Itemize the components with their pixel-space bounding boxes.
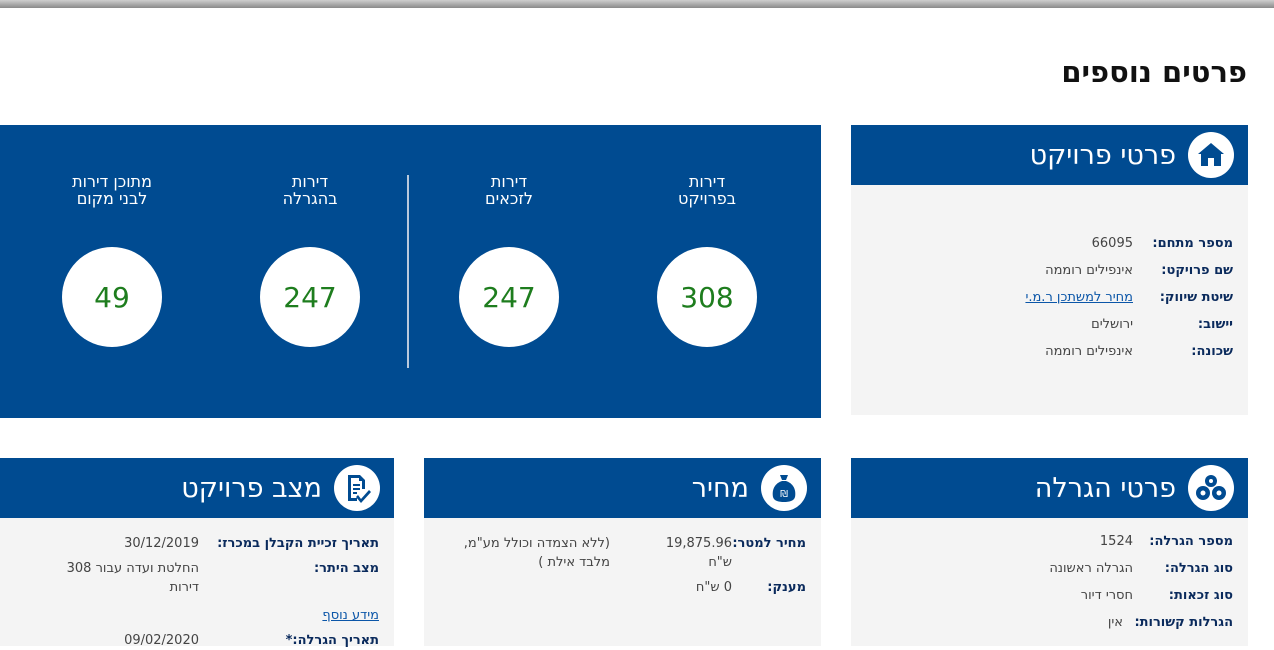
- row-lottery-type: סוג הגרלה: הגרלה ראשונה: [1049, 560, 1233, 578]
- stat-value-circle: 49: [62, 247, 162, 347]
- row-marketing-method: שיטת שיווק: מחיר למשתכן ר.מ.י: [1025, 289, 1233, 307]
- project-details-body: מספר מתחם: 66095 שם פרויקט: אינפילים רומ…: [851, 185, 1248, 415]
- stat-apartments-eligible: דירות לזכאים 247: [439, 173, 579, 347]
- price-body: מחיר למטר: 19,875.96 ש"ח (ללא הצמדה וכול…: [424, 518, 821, 646]
- stat-value-circle: 247: [459, 247, 559, 347]
- row-grant: מענק: 0 ש"ח: [436, 578, 806, 597]
- grant-label: מענק:: [767, 580, 806, 595]
- permit-status-label: מצב היתר:: [313, 561, 379, 576]
- project-name-label: שם פרויקט:: [1161, 263, 1233, 278]
- row-eligibility-type: סוג זכאות: חסרי דיור: [1049, 587, 1233, 605]
- row-lottery-date: תאריך הגרלה:* 09/02/2020: [9, 631, 379, 650]
- stat-label: דירות בהגרלה: [240, 173, 380, 213]
- more-info-link[interactable]: מידע נוסף: [322, 608, 379, 623]
- stats-divider: [407, 175, 409, 368]
- lottery-number-label: מספר הגרלה:: [1149, 534, 1233, 549]
- stat-apartments-in-lottery: דירות בהגרלה 247: [240, 173, 380, 347]
- stat-value-circle: 308: [657, 247, 757, 347]
- project-status-title: מצב פרויקט: [181, 472, 322, 504]
- lottery-date-label: תאריך הגרלה:*: [285, 633, 379, 648]
- eligibility-type-label: סוג זכאות:: [1168, 588, 1233, 603]
- stat-label-line2: בהגרלה: [282, 189, 338, 208]
- stat-label-line2: לבני מקום: [76, 189, 148, 208]
- row-city: יישוב: ירושלים: [1025, 316, 1233, 334]
- grant-value: 0 ש"ח: [695, 580, 732, 595]
- row-neighborhood: שכונה: אינפילים רוממה: [1025, 343, 1233, 361]
- project-name-value: אינפילים רוממה: [1045, 263, 1133, 278]
- price-header: ₪ מחיר: [424, 458, 821, 518]
- row-permit-status: מצב היתר: החלטת ועדה עבור 308 דירות: [9, 559, 379, 597]
- page-title: פרטים נוספים: [1061, 55, 1247, 89]
- stat-label: דירות לזכאים: [439, 173, 579, 213]
- price-title: מחיר: [691, 472, 749, 504]
- compound-number-label: מספר מתחם:: [1152, 236, 1233, 251]
- price-note: (ללא הצמדה וכולל מע"מ, מלבד אילת ): [463, 536, 610, 570]
- project-status-header: מצב פרויקט: [0, 458, 394, 518]
- neighborhood-label: שכונה:: [1191, 344, 1233, 359]
- row-contractor-date: תאריך זכיית הקבלן במכרז: 30/12/2019: [9, 534, 379, 553]
- row-related-lotteries: הגרלות קשורות: אין: [1049, 614, 1233, 632]
- project-details-title: פרטי פרויקט: [1029, 139, 1176, 171]
- row-price-per-meter: מחיר למטר: 19,875.96 ש"ח (ללא הצמדה וכול…: [436, 534, 806, 572]
- eligibility-type-value: חסרי דיור: [1080, 588, 1133, 603]
- related-lotteries-value: אין: [1107, 615, 1123, 630]
- stat-label-line2: בפרויקט: [678, 189, 736, 208]
- stat-label: מתוכן דירות לבני מקום: [42, 173, 182, 213]
- price-per-meter-label: מחיר למטר:: [732, 536, 806, 551]
- stat-apartments-in-project: דירות בפרויקט 308: [637, 173, 777, 347]
- city-value: ירושלים: [1091, 317, 1133, 332]
- lottery-number-value: 1524: [1099, 534, 1133, 549]
- price-per-meter-value: 19,875.96 ש"ח: [665, 536, 732, 570]
- lottery-type-value: הגרלה ראשונה: [1049, 561, 1133, 576]
- contractor-date-label: תאריך זכיית הקבלן במכרז:: [217, 536, 379, 551]
- row-compound-number: מספר מתחם: 66095: [1025, 235, 1233, 253]
- lottery-date-value: 09/02/2020: [124, 633, 199, 648]
- row-lottery-number: מספר הגרלה: 1524: [1049, 533, 1233, 551]
- row-more-info: מידע נוסף: [9, 606, 379, 625]
- marketing-method-link[interactable]: מחיר למשתכן ר.מ.י: [1025, 290, 1133, 305]
- permit-status-value: החלטת ועדה עבור 308 דירות: [66, 561, 199, 595]
- neighborhood-value: אינפילים רוממה: [1045, 344, 1133, 359]
- project-status-body: תאריך זכיית הקבלן במכרז: 30/12/2019 מצב …: [0, 518, 394, 648]
- stat-value-circle: 247: [260, 247, 360, 347]
- stat-label: דירות בפרויקט: [637, 173, 777, 213]
- compound-number-value: 66095: [1091, 236, 1133, 251]
- document-check-icon: [334, 465, 380, 511]
- stat-label-line2: לזכאים: [485, 189, 533, 208]
- city-label: יישוב:: [1197, 317, 1233, 332]
- stat-label-line1: מתוכן דירות: [72, 172, 152, 191]
- money-bag-icon: ₪: [761, 465, 807, 511]
- lottery-details-title: פרטי הגרלה: [1034, 472, 1176, 504]
- stat-apartments-local-residents: מתוכן דירות לבני מקום 49: [42, 173, 182, 347]
- top-border: [0, 0, 1274, 8]
- lottery-details-header: פרטי הגרלה: [851, 458, 1248, 518]
- stat-label-line1: דירות: [291, 172, 329, 191]
- house-icon: [1188, 132, 1234, 178]
- lottery-type-label: סוג הגרלה:: [1164, 561, 1233, 576]
- row-project-name: שם פרויקט: אינפילים רוממה: [1025, 262, 1233, 280]
- apartment-stats: דירות בפרויקט 308 דירות לזכאים 247 דירות…: [0, 125, 821, 418]
- marketing-method-label: שיטת שיווק:: [1159, 290, 1233, 305]
- stat-label-line1: דירות: [688, 172, 726, 191]
- project-details-header: פרטי פרויקט: [851, 125, 1248, 185]
- svg-text:₪: ₪: [780, 489, 788, 500]
- related-lotteries-label: הגרלות קשורות:: [1134, 615, 1233, 630]
- stat-label-line1: דירות: [490, 172, 528, 191]
- contractor-date-value: 30/12/2019: [124, 536, 199, 551]
- lottery-balls-icon: [1188, 465, 1234, 511]
- lottery-details-body: מספר הגרלה: 1524 סוג הגרלה: הגרלה ראשונה…: [851, 518, 1248, 646]
